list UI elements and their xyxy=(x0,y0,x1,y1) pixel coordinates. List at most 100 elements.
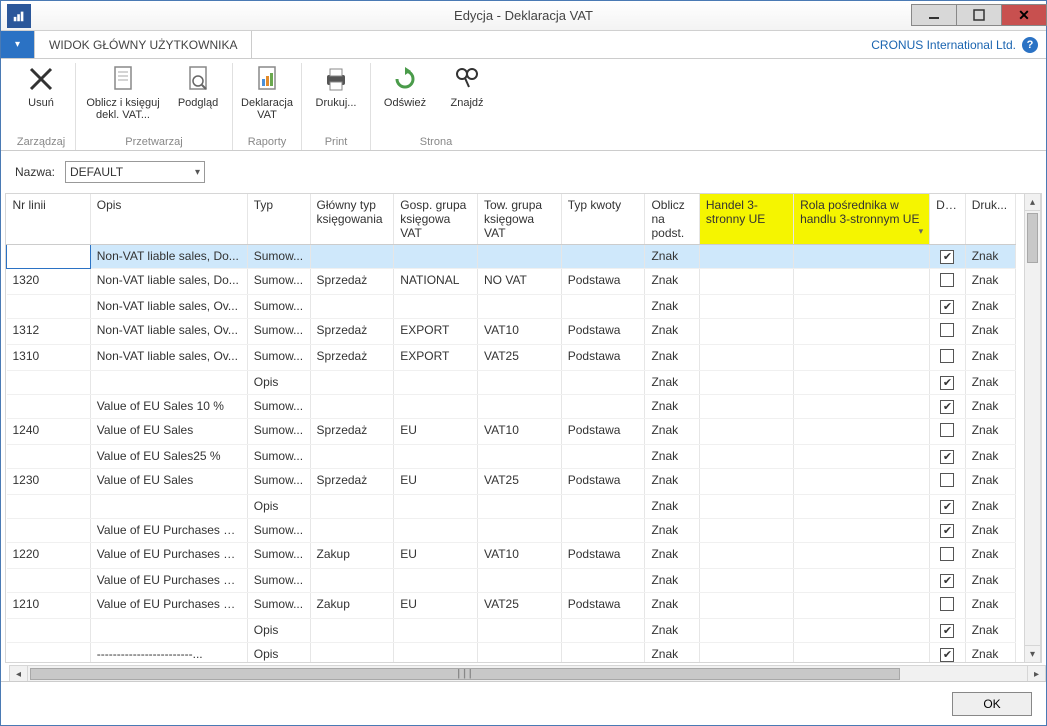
cell[interactable]: Non-VAT liable sales, Ov... xyxy=(90,295,247,319)
cell[interactable] xyxy=(310,371,394,395)
cell[interactable] xyxy=(478,245,562,269)
cell[interactable]: Sprzedaż xyxy=(310,319,394,345)
cell[interactable] xyxy=(699,469,793,495)
table-row[interactable]: Non-VAT liable sales, Ov...Sumow...ZnakZ… xyxy=(7,295,1016,319)
cell[interactable] xyxy=(699,569,793,593)
cell[interactable]: VAT10 xyxy=(478,319,562,345)
col-gtk[interactable]: Główny typ księgowania xyxy=(310,194,394,245)
cell[interactable]: ------------------------... xyxy=(90,643,247,664)
cell[interactable] xyxy=(478,643,562,664)
cell[interactable] xyxy=(478,495,562,519)
col-ggk[interactable]: Gosp. grupa księgowa VAT xyxy=(394,194,478,245)
cell[interactable] xyxy=(478,519,562,543)
name-select[interactable]: DEFAULT xyxy=(65,161,205,183)
ribbon-calc-post-button[interactable]: Oblicz i księguj dekl. VAT... xyxy=(84,63,162,121)
cell[interactable] xyxy=(794,495,930,519)
print-checkbox-cell[interactable] xyxy=(930,371,966,395)
cell[interactable]: Znak xyxy=(645,569,699,593)
cell[interactable] xyxy=(394,569,478,593)
cell[interactable]: Znak xyxy=(965,445,1015,469)
checkbox[interactable] xyxy=(940,250,954,264)
ribbon-declaration-button[interactable]: Deklaracja VAT xyxy=(241,63,293,121)
cell[interactable] xyxy=(561,519,645,543)
cell[interactable]: EXPORT xyxy=(394,319,478,345)
cell[interactable] xyxy=(310,245,394,269)
print-checkbox-cell[interactable] xyxy=(930,295,966,319)
print-checkbox-cell[interactable] xyxy=(930,345,966,371)
cell[interactable] xyxy=(699,643,793,664)
cell[interactable]: Sprzedaż xyxy=(310,419,394,445)
cell[interactable] xyxy=(7,395,91,419)
cell[interactable] xyxy=(310,569,394,593)
checkbox[interactable] xyxy=(940,624,954,638)
col-rp[interactable]: Rola pośrednika w handlu 3-stronnym UE▾ xyxy=(794,194,930,245)
print-checkbox-cell[interactable] xyxy=(930,319,966,345)
cell[interactable]: Sumow... xyxy=(247,469,310,495)
checkbox[interactable] xyxy=(940,423,954,437)
cell[interactable]: Opis xyxy=(247,495,310,519)
cell[interactable]: Sumow... xyxy=(247,395,310,419)
cell[interactable] xyxy=(561,643,645,664)
cell[interactable] xyxy=(7,495,91,519)
cell[interactable] xyxy=(794,419,930,445)
cell[interactable]: VAT10 xyxy=(478,543,562,569)
cell[interactable] xyxy=(561,371,645,395)
cell[interactable] xyxy=(794,469,930,495)
cell[interactable]: Znak xyxy=(965,495,1015,519)
cell[interactable] xyxy=(394,619,478,643)
print-checkbox-cell[interactable] xyxy=(930,619,966,643)
cell[interactable]: Opis xyxy=(247,619,310,643)
cell[interactable] xyxy=(699,445,793,469)
checkbox[interactable] xyxy=(940,400,954,414)
table-row[interactable]: 1320Non-VAT liable sales, Do...Sumow...S… xyxy=(7,269,1016,295)
table-row[interactable]: 1210Value of EU Purchases 25...Sumow...Z… xyxy=(7,593,1016,619)
ribbon-refresh-button[interactable]: Odśwież xyxy=(379,63,431,109)
cell[interactable]: Opis xyxy=(247,643,310,664)
cell[interactable] xyxy=(699,245,793,269)
col-tk[interactable]: Typ kwoty xyxy=(561,194,645,245)
cell[interactable]: Zakup xyxy=(310,593,394,619)
table-row[interactable]: 1240Value of EU SalesSumow...SprzedażEUV… xyxy=(7,419,1016,445)
cell[interactable]: 1312 xyxy=(7,319,91,345)
cell[interactable]: 1230 xyxy=(7,469,91,495)
cell[interactable]: Value of EU Purchases 25... xyxy=(90,593,247,619)
ribbon-print-button[interactable]: Drukuj... xyxy=(310,63,362,109)
cell[interactable] xyxy=(794,619,930,643)
cell[interactable]: 1220 xyxy=(7,543,91,569)
cell[interactable]: Znak xyxy=(645,295,699,319)
minimize-button[interactable] xyxy=(911,4,957,26)
cell[interactable] xyxy=(310,295,394,319)
cell[interactable] xyxy=(699,543,793,569)
cell[interactable]: Znak xyxy=(965,643,1015,664)
cell[interactable]: Value of EU Purchases 10... xyxy=(90,519,247,543)
cell[interactable]: Podstawa xyxy=(561,543,645,569)
cell[interactable]: Znak xyxy=(965,345,1015,371)
cell[interactable] xyxy=(794,295,930,319)
col-h3[interactable]: Handel 3-stronny UE xyxy=(699,194,793,245)
cell[interactable] xyxy=(478,569,562,593)
cell[interactable]: Non-VAT liable sales, Ov... xyxy=(90,319,247,345)
cell[interactable]: Sumow... xyxy=(247,245,310,269)
checkbox[interactable] xyxy=(940,648,954,662)
cell[interactable]: Value of EU Sales xyxy=(90,469,247,495)
cell[interactable]: Value of EU Purchases 25... xyxy=(90,569,247,593)
cell[interactable] xyxy=(310,445,394,469)
cell[interactable] xyxy=(561,395,645,419)
cell[interactable]: Sumow... xyxy=(247,419,310,445)
print-checkbox-cell[interactable] xyxy=(930,593,966,619)
cell[interactable]: 1310 xyxy=(7,345,91,371)
cell[interactable] xyxy=(561,495,645,519)
cell[interactable] xyxy=(7,619,91,643)
cell[interactable]: Znak xyxy=(645,269,699,295)
cell[interactable]: Znak xyxy=(965,419,1015,445)
print-checkbox-cell[interactable] xyxy=(930,245,966,269)
cell[interactable]: Podstawa xyxy=(561,269,645,295)
cell[interactable]: Sprzedaż xyxy=(310,269,394,295)
checkbox[interactable] xyxy=(940,547,954,561)
cell[interactable]: Sumow... xyxy=(247,543,310,569)
cell[interactable] xyxy=(561,445,645,469)
scroll-up-arrow[interactable]: ▴ xyxy=(1025,194,1040,211)
checkbox[interactable] xyxy=(940,450,954,464)
cell[interactable] xyxy=(394,445,478,469)
help-icon[interactable]: ? xyxy=(1022,37,1038,53)
